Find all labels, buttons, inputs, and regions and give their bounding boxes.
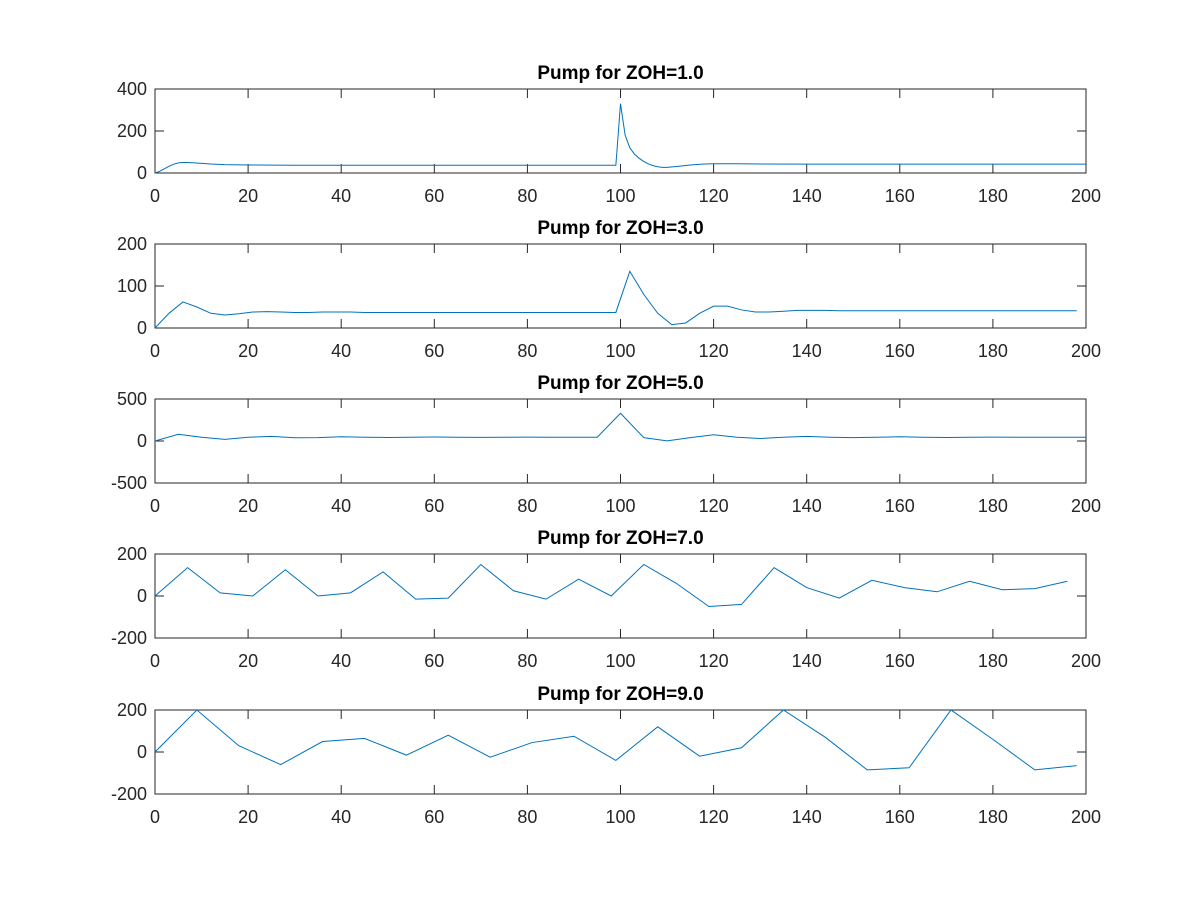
x-tick-label: 200	[1071, 341, 1101, 361]
y-tick-label: -500	[111, 473, 147, 493]
axes-box	[154, 553, 1087, 639]
x-tick-label: 100	[605, 651, 635, 671]
subplot-title: Pump for ZOH=9.0	[537, 684, 703, 705]
x-tick-label: 120	[699, 651, 729, 671]
y-tick-label: 400	[117, 79, 147, 99]
y-tick-label: 100	[117, 276, 147, 296]
x-tick-label: 80	[517, 807, 537, 827]
x-tick-label: 200	[1071, 186, 1101, 206]
x-tick-label: 180	[978, 807, 1008, 827]
y-tick-label: 200	[117, 700, 147, 720]
x-tick-label: 200	[1071, 651, 1101, 671]
x-tick-label: 160	[885, 651, 915, 671]
y-tick-label: 0	[137, 163, 147, 183]
subplot-title: Pump for ZOH=7.0	[537, 528, 703, 549]
subplot-title: Pump for ZOH=5.0	[537, 373, 703, 394]
subplot-title: Pump for ZOH=3.0	[537, 218, 703, 239]
x-tick-label: 120	[699, 341, 729, 361]
subplot-4: 0 20 40 60 80 100 120 140 160 180 200-2000200Pump …	[111, 528, 1101, 671]
x-tick-label: 40	[331, 186, 351, 206]
x-tick-label: 80	[517, 496, 537, 516]
x-tick-label: 80	[517, 651, 537, 671]
subplot-5: 0 20 40 60 80 100 120 140 160 180 200-2000200Pump …	[111, 684, 1101, 827]
y-tick-label: 200	[117, 544, 147, 564]
x-tick-label: 140	[792, 341, 822, 361]
x-tick-label: 140	[792, 807, 822, 827]
x-tick-label: 40	[331, 496, 351, 516]
subplot-3: 0 20 40 60 80 100 120 140 160 180 200-5000500Pump …	[111, 373, 1101, 516]
x-tick-label: 60	[424, 186, 444, 206]
y-tick-label: 200	[117, 121, 147, 141]
y-tick-label: 500	[117, 389, 147, 409]
y-tick-label: 0	[137, 586, 147, 606]
x-tick-label: 40	[331, 651, 351, 671]
x-tick-label: 60	[424, 341, 444, 361]
x-tick-label: 60	[424, 651, 444, 671]
x-tick-label: 100	[605, 341, 635, 361]
x-tick-label: 120	[699, 496, 729, 516]
x-tick-label: 0	[150, 807, 160, 827]
x-tick-label: 160	[885, 341, 915, 361]
x-tick-label: 180	[978, 341, 1008, 361]
x-tick-label: 160	[885, 496, 915, 516]
x-tick-label: 180	[978, 496, 1008, 516]
x-tick-label: 80	[517, 341, 537, 361]
series-line-1	[154, 103, 1086, 174]
y-tick-label: 200	[117, 234, 147, 254]
x-tick-label: 20	[238, 496, 258, 516]
series-line-1	[154, 709, 1077, 771]
x-tick-label: 40	[331, 341, 351, 361]
x-tick-label: 0	[150, 186, 160, 206]
y-tick-label: 0	[137, 318, 147, 338]
x-tick-label: 160	[885, 807, 915, 827]
series-line-1	[154, 563, 1068, 608]
x-tick-label: 80	[517, 186, 537, 206]
x-tick-label: 20	[238, 186, 258, 206]
axes-box	[154, 398, 1087, 484]
x-tick-label: 180	[978, 651, 1008, 671]
x-tick-label: 200	[1071, 496, 1101, 516]
x-tick-label: 0	[150, 341, 160, 361]
subplot-title: Pump for ZOH=1.0	[537, 63, 703, 84]
x-tick-label: 100	[605, 496, 635, 516]
x-tick-label: 20	[238, 341, 258, 361]
x-tick-label: 120	[699, 807, 729, 827]
subplot-2: 0 20 40 60 80 100 120 140 160 180 200 0 100 200 Pump f…	[117, 218, 1101, 361]
subplot-1: 0 20 40 60 80 100 120 140 160 180 200 0 200 400 Pump f…	[117, 63, 1101, 206]
x-tick-label: 100	[605, 186, 635, 206]
x-tick-label: 140	[792, 186, 822, 206]
x-tick-label: 200	[1071, 807, 1101, 827]
axes-box	[154, 243, 1087, 329]
x-tick-label: 0	[150, 651, 160, 671]
x-tick-label: 60	[424, 807, 444, 827]
x-tick-label: 20	[238, 651, 258, 671]
y-tick-label: -200	[111, 628, 147, 648]
x-tick-label: 20	[238, 807, 258, 827]
y-tick-label: 0	[137, 431, 147, 451]
y-tick-label: -200	[111, 784, 147, 804]
x-tick-label: 40	[331, 807, 351, 827]
x-tick-label: 180	[978, 186, 1008, 206]
x-tick-label: 140	[792, 651, 822, 671]
x-tick-label: 120	[699, 186, 729, 206]
y-tick-label: 0	[137, 742, 147, 762]
x-tick-label: 60	[424, 496, 444, 516]
x-tick-label: 140	[792, 496, 822, 516]
axes-box	[154, 88, 1087, 174]
x-tick-label: 0	[150, 496, 160, 516]
series-line-1	[154, 412, 1086, 442]
x-tick-label: 160	[885, 186, 915, 206]
x-tick-label: 100	[605, 807, 635, 827]
series-line-1	[154, 270, 1077, 329]
axes-box	[154, 709, 1087, 795]
